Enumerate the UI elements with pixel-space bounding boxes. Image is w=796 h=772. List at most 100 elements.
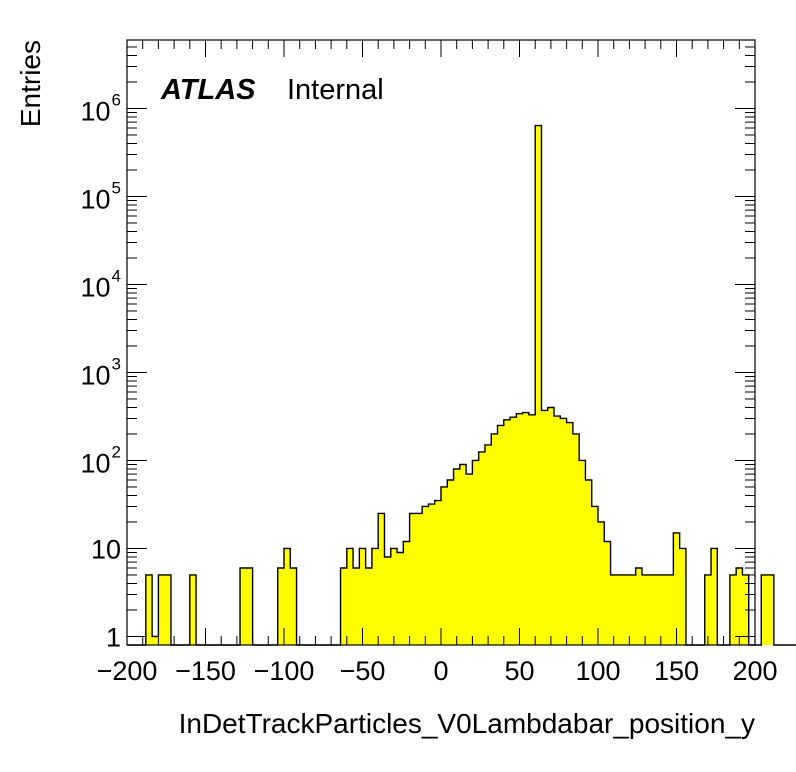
histogram-bar — [158, 574, 166, 645]
x-tick-label: −150 — [175, 656, 236, 686]
histogram-bar — [635, 567, 643, 645]
histogram-bar — [371, 548, 379, 645]
histogram-bar — [767, 574, 775, 645]
histogram-bar — [591, 506, 599, 645]
histogram-bar — [145, 574, 153, 645]
histogram-bar — [284, 548, 291, 645]
histogram-bar — [604, 541, 611, 645]
x-tick-label: −200 — [97, 656, 158, 686]
histogram-bar — [152, 636, 159, 645]
histogram-bar — [528, 414, 536, 645]
histogram-outline-path — [127, 124, 796, 646]
histogram-bar — [660, 574, 668, 645]
histogram-bar — [516, 413, 524, 645]
x-tick-label: 150 — [654, 656, 699, 686]
histogram-bar — [560, 418, 567, 645]
histogram-bar — [761, 574, 768, 645]
x-tick-label: −100 — [254, 656, 315, 686]
histogram-bar — [484, 444, 492, 645]
histogram-bar — [679, 548, 687, 645]
histogram-bar — [554, 416, 561, 645]
histogram-bar — [491, 433, 498, 645]
plot-frame — [126, 39, 756, 646]
x-tick-label: −50 — [340, 656, 386, 686]
histogram-bar — [403, 541, 410, 645]
y-tick-exponent: 4 — [112, 266, 121, 285]
atlas-label: ATLAS — [160, 74, 256, 106]
histogram-bar — [711, 548, 718, 645]
x-tick-label: 50 — [504, 656, 534, 686]
histogram-bar — [598, 521, 605, 645]
histogram-bar — [365, 567, 373, 645]
histogram-bar — [667, 574, 674, 645]
y-tick-exponent: 5 — [112, 178, 121, 197]
histogram-bar — [503, 419, 511, 645]
x-tick-label: 0 — [433, 656, 448, 686]
histogram-bar — [346, 548, 354, 645]
histogram-bar — [673, 532, 681, 645]
histogram-bar — [378, 513, 385, 645]
histogram-bar — [240, 567, 247, 645]
histogram-bar — [359, 548, 367, 645]
histogram-bar — [510, 417, 517, 645]
histogram-bar — [648, 574, 655, 645]
histogram-bar — [453, 469, 461, 645]
histogram-bar — [441, 486, 448, 645]
histogram-bar — [384, 557, 392, 645]
histogram-bar — [397, 552, 404, 645]
histogram-bar — [610, 574, 618, 645]
histogram-bars — [145, 125, 775, 645]
histogram-bar — [654, 574, 662, 645]
x-tick-label: 100 — [575, 656, 620, 686]
histogram-bar — [472, 460, 480, 645]
axis-ticks — [126, 39, 756, 645]
histogram-bar — [290, 567, 297, 645]
y-tick-label: 10 — [80, 448, 110, 478]
histogram-bar — [390, 548, 398, 645]
histogram-bar — [459, 464, 467, 645]
histogram-bar — [340, 567, 348, 645]
internal-label: Internal — [287, 74, 384, 106]
histogram-bar — [623, 574, 630, 645]
histogram-bar — [522, 412, 530, 645]
histogram-bar — [566, 422, 574, 645]
histogram-bar — [729, 574, 737, 645]
y-tick-exponent: 2 — [112, 442, 121, 461]
y-tick-label: 10 — [80, 184, 110, 214]
histogram-bar — [353, 567, 360, 645]
histogram-bar — [277, 567, 285, 645]
y-tick-label: 10 — [80, 360, 110, 390]
y-tick-label: 10 — [91, 534, 121, 564]
histogram-outline — [127, 124, 796, 646]
histogram-bar — [447, 479, 454, 645]
histogram-bar — [704, 574, 712, 645]
histogram-bar — [189, 574, 197, 645]
histogram-bar — [497, 425, 505, 645]
x-tick-labels: −200 −150 −100 −50 0 50 100 150 200 — [97, 656, 778, 686]
histogram-bar — [585, 479, 593, 645]
y-axis-title: Entries — [15, 40, 46, 127]
histogram-bar — [164, 574, 172, 645]
histogram-bar — [422, 506, 429, 645]
y-tick-exponent: 3 — [112, 354, 121, 373]
histogram-bar — [434, 500, 442, 645]
x-tick-label: 200 — [732, 656, 777, 686]
histogram-bar — [428, 504, 436, 645]
histogram-bar — [535, 125, 542, 645]
y-tick-label: 1 — [106, 622, 121, 652]
histogram-bar — [572, 433, 580, 645]
histogram-bar — [466, 474, 473, 645]
histogram-bar — [641, 574, 649, 645]
histogram-bar — [415, 513, 423, 645]
histogram-bar — [541, 410, 549, 645]
histogram-bar — [629, 574, 637, 645]
y-tick-exponent: 6 — [112, 90, 121, 109]
histogram-bar — [547, 407, 555, 645]
x-axis-title: InDetTrackParticles_V0Lambdabar_position… — [179, 708, 755, 739]
histogram-bar — [736, 567, 743, 645]
y-tick-label: 10 — [80, 272, 110, 302]
histogram-bar — [409, 513, 417, 645]
y-tick-label: 10 — [80, 96, 110, 126]
